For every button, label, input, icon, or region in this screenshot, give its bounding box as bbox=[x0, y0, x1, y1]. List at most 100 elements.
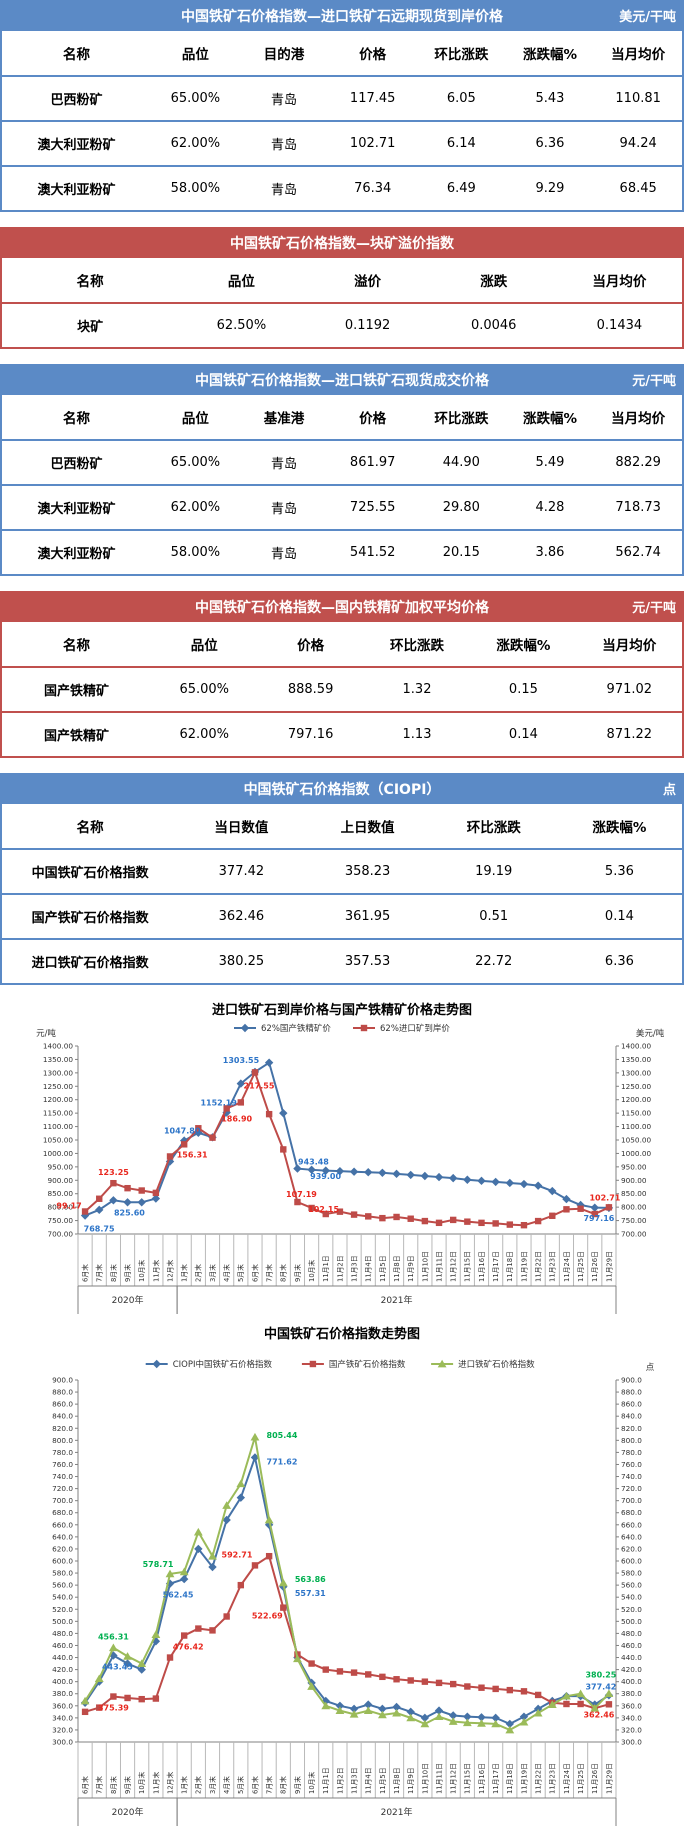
square-data-point bbox=[166, 1654, 174, 1661]
price-table-2: 中国铁矿石价格指数—块矿溢价指数 名称 品位 溢价 涨跌 当月均价 块矿 62.50% 0.11… bbox=[0, 227, 684, 349]
square-data-point bbox=[322, 1210, 329, 1218]
square-data-point bbox=[350, 1211, 358, 1218]
square-data-point bbox=[350, 1669, 358, 1676]
y-tick-left: 340.0 bbox=[52, 1713, 73, 1722]
table-row: 进口铁矿石价格指数 380.25 357.53 22.72 6.36 bbox=[1, 938, 683, 984]
square-data-point bbox=[478, 1219, 485, 1227]
square-data-point bbox=[478, 1684, 485, 1691]
x-tick-label: 11月2日 bbox=[336, 1255, 344, 1282]
square-data-point bbox=[251, 1069, 259, 1076]
column-header: 当月均价 bbox=[556, 258, 683, 303]
data-label: 217.55 bbox=[244, 1081, 275, 1090]
square-data-point bbox=[421, 1678, 429, 1685]
column-header: 涨跌 bbox=[430, 258, 557, 303]
year-label: 2020年 bbox=[112, 1806, 144, 1818]
square-data-point bbox=[421, 1217, 429, 1225]
data-label: 102.71 bbox=[589, 1193, 620, 1202]
x-tick-label: 11月15日 bbox=[464, 1763, 472, 1794]
x-tick-label: 4月末 bbox=[222, 1776, 231, 1794]
table-cell: 358.23 bbox=[304, 848, 431, 894]
table-cell: 6.49 bbox=[417, 165, 506, 211]
column-header: 品位 bbox=[151, 31, 240, 76]
x-tick-label: 7月末 bbox=[265, 1776, 274, 1794]
y-tick-right: 720.0 bbox=[621, 1484, 642, 1493]
y-tick-left: 800.00 bbox=[47, 1203, 73, 1212]
diamond-data-point bbox=[434, 1172, 444, 1182]
table-cell: 0.15 bbox=[470, 666, 577, 712]
diamond-data-point bbox=[519, 1179, 529, 1189]
x-tick-label: 11月18日 bbox=[506, 1251, 514, 1282]
header-row: 名称 当日数值 上日数值 环比涨跌 涨跌幅% bbox=[1, 804, 683, 849]
x-tick-label: 8月末 bbox=[109, 1776, 118, 1794]
square-data-point bbox=[124, 1694, 131, 1702]
x-tick-label: 5月末 bbox=[236, 1776, 245, 1794]
x-tick-label: 11月22日 bbox=[535, 1763, 543, 1794]
y-tick-left: 600.0 bbox=[52, 1557, 73, 1566]
square-data-point bbox=[360, 1024, 368, 1032]
y-tick-right: 680.0 bbox=[621, 1508, 642, 1517]
table-cell: 65.00% bbox=[151, 439, 240, 485]
table-cell: 58.00% bbox=[151, 529, 240, 575]
table-cell: 76.34 bbox=[328, 165, 417, 211]
diamond-data-point bbox=[548, 1186, 557, 1196]
series-line bbox=[84, 1554, 610, 1713]
right-axis-unit: 美元/吨 bbox=[636, 1028, 665, 1039]
y-tick-right: 620.0 bbox=[621, 1544, 642, 1553]
y-tick-right: 1250.00 bbox=[621, 1082, 652, 1091]
diamond-data-point bbox=[279, 1108, 288, 1118]
table-cell: 青岛 bbox=[239, 165, 329, 211]
square-data-point bbox=[605, 1204, 613, 1211]
square-data-point bbox=[308, 1660, 315, 1667]
data-label: 375.39 bbox=[98, 1704, 129, 1713]
x-tick-label: 11月25日 bbox=[577, 1251, 585, 1282]
diamond-data-point bbox=[406, 1170, 415, 1180]
legend-label: 62%进口矿到岸价 bbox=[380, 1023, 450, 1034]
y-tick-left: 750.00 bbox=[47, 1216, 73, 1225]
square-data-point bbox=[138, 1695, 145, 1703]
square-data-point bbox=[492, 1220, 499, 1227]
legend-label: 进口铁矿石价格指数 bbox=[458, 1359, 535, 1370]
x-tick-label: 11月19日 bbox=[520, 1251, 528, 1282]
triangle-data-point bbox=[236, 1479, 246, 1488]
square-data-point bbox=[506, 1221, 514, 1228]
x-tick-label: 11月23日 bbox=[549, 1763, 557, 1794]
square-data-point bbox=[393, 1676, 400, 1683]
y-tick-right: 850.00 bbox=[621, 1189, 647, 1198]
triangle-data-point bbox=[193, 1527, 203, 1536]
table-title-bar: 中国铁矿石价格指数—进口铁矿石现货成交价格 元/干吨 bbox=[0, 364, 684, 395]
series-line bbox=[84, 1436, 610, 1732]
square-data-point bbox=[605, 1701, 613, 1708]
table-unit: 元/干吨 bbox=[632, 601, 676, 616]
square-data-point bbox=[365, 1213, 372, 1220]
column-header: 环比涨跌 bbox=[363, 622, 471, 667]
data-label: 578.71 bbox=[143, 1560, 174, 1569]
year-label: 2020年 bbox=[112, 1294, 144, 1306]
x-tick-label: 9月末 bbox=[123, 1264, 132, 1282]
data-label: 102.15 bbox=[308, 1205, 339, 1214]
y-tick-left: 660.0 bbox=[52, 1520, 73, 1529]
chart-title: 中国铁矿石价格指数走势图 bbox=[264, 1326, 420, 1342]
column-header: 上日数值 bbox=[304, 804, 431, 849]
y-tick-right: 560.0 bbox=[621, 1581, 642, 1590]
square-data-point bbox=[110, 1179, 117, 1187]
x-tick-label: 8月末 bbox=[109, 1264, 118, 1282]
x-tick-label: 11月11日 bbox=[435, 1763, 443, 1794]
y-tick-right: 800.00 bbox=[621, 1203, 647, 1212]
y-tick-left: 1250.00 bbox=[43, 1082, 74, 1091]
x-tick-label: 11月5日 bbox=[379, 1767, 387, 1794]
y-tick-right: 320.0 bbox=[621, 1725, 642, 1734]
table-cell: 562.74 bbox=[594, 529, 683, 575]
row-name: 澳大利亚粉矿 bbox=[1, 529, 152, 575]
table-row: 国产铁矿石价格指数 362.46 361.95 0.51 0.14 bbox=[1, 893, 683, 939]
data-label: 939.00 bbox=[310, 1172, 341, 1181]
legend-label: 62%国产铁精矿价 bbox=[261, 1023, 331, 1034]
data-table: 名称 品位 目的港 价格 环比涨跌 涨跌幅% 当月均价 巴西粉矿 65.00% 青岛 117.45 6… bbox=[0, 31, 684, 212]
table-cell: 6.36 bbox=[505, 120, 595, 166]
table-cell: 380.25 bbox=[178, 938, 305, 984]
y-tick-left: 800.0 bbox=[52, 1436, 73, 1445]
header-row: 名称 品位 目的港 价格 环比涨跌 涨跌幅% 当月均价 bbox=[1, 31, 683, 76]
x-tick-label: 11月24日 bbox=[563, 1763, 571, 1794]
table-row: 巴西粉矿 65.00% 青岛 861.97 44.90 5.49 882.29 bbox=[1, 439, 683, 485]
triangle-data-point bbox=[363, 1706, 373, 1715]
